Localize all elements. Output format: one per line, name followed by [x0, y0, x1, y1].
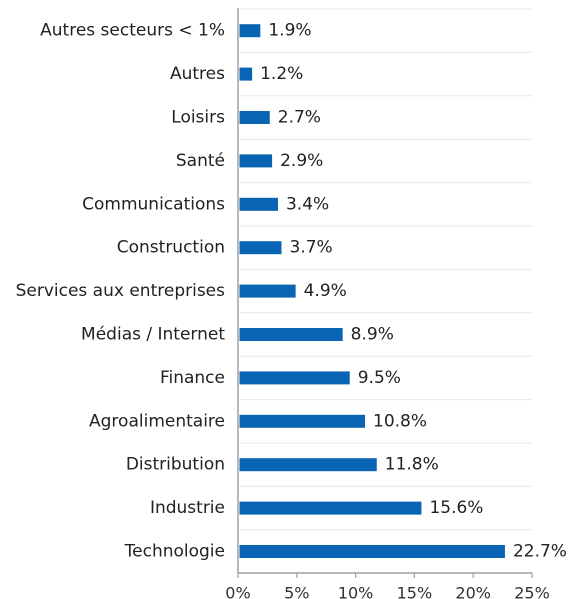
- category-label: Agroalimentaire: [89, 411, 225, 431]
- value-label: 3.4%: [286, 194, 329, 214]
- category-label: Médias / Internet: [81, 325, 225, 345]
- grid-lines: [238, 8, 532, 531]
- value-label: 1.2%: [260, 64, 303, 84]
- category-label: Construction: [117, 238, 225, 258]
- category-label: Loisirs: [171, 108, 225, 128]
- value-label: 10.8%: [373, 411, 427, 431]
- x-tick-label: 20%: [455, 584, 491, 599]
- value-label: 22.7%: [513, 542, 567, 562]
- bar: [239, 197, 278, 211]
- category-label: Finance: [160, 368, 225, 388]
- value-label: 3.7%: [290, 238, 333, 258]
- x-tick-label: 5%: [284, 584, 309, 599]
- bar: [239, 24, 261, 38]
- category-label: Technologie: [124, 542, 225, 562]
- category-label: Distribution: [126, 455, 225, 475]
- bar: [239, 284, 296, 298]
- bar: [239, 111, 270, 124]
- category-label: Autres secteurs < 1%: [40, 21, 225, 41]
- value-label: 2.7%: [278, 108, 321, 128]
- category-label: Autres: [170, 64, 225, 84]
- category-label: Services aux entreprises: [16, 281, 226, 301]
- bar: [239, 154, 273, 168]
- value-labels: 1.9% 1.2% 2.7% 2.9% 3.4% 3.7% 4.9% 8.9% 9.5% 10.8…: [260, 21, 567, 562]
- bar: [239, 501, 422, 515]
- x-tick-label: 0%: [225, 584, 250, 599]
- bar: [239, 67, 253, 81]
- category-label: Industrie: [150, 498, 225, 518]
- category-label: Santé: [176, 151, 225, 171]
- value-label: 8.9%: [351, 325, 394, 345]
- bar: [239, 458, 377, 472]
- value-label: 1.9%: [268, 21, 311, 41]
- bar: [239, 328, 343, 341]
- x-tick-label: 10%: [338, 584, 374, 599]
- value-label: 11.8%: [385, 455, 439, 475]
- axes: [237, 8, 533, 578]
- x-tick-label: 15%: [397, 584, 433, 599]
- value-label: 15.6%: [429, 498, 483, 518]
- x-tick-labels: 0% 5% 10% 15% 20% 25%: [225, 584, 549, 599]
- category-label: Communications: [82, 194, 225, 214]
- x-tick-label: 25%: [514, 584, 550, 599]
- value-label: 9.5%: [358, 368, 401, 388]
- bar: [239, 371, 350, 385]
- value-label: 4.9%: [304, 281, 347, 301]
- bar: [239, 545, 505, 558]
- bar: [239, 241, 282, 255]
- value-label: 2.9%: [280, 151, 323, 171]
- bars: [239, 24, 505, 558]
- bar: [239, 414, 366, 428]
- category-labels: Autres secteurs < 1% Autres Loisirs Santé Co…: [16, 21, 226, 562]
